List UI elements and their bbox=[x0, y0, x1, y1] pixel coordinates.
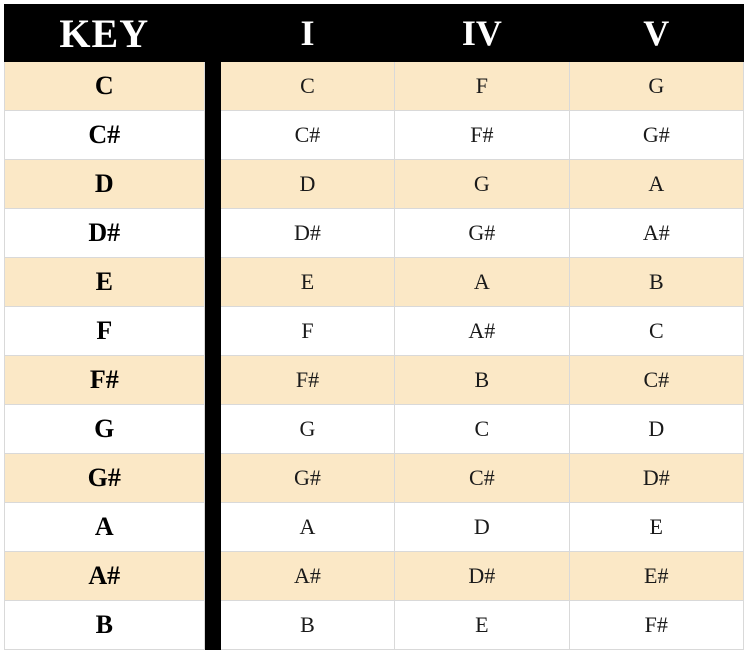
table-row: D# D# G# A# bbox=[5, 209, 744, 258]
cell-v: G# bbox=[569, 111, 743, 160]
cell-key: D bbox=[5, 160, 205, 209]
cell-key: B bbox=[5, 601, 205, 650]
col-header-key: KEY bbox=[5, 5, 205, 62]
cell-divider bbox=[204, 601, 220, 650]
cell-iv: B bbox=[395, 356, 569, 405]
table-row: G G C D bbox=[5, 405, 744, 454]
cell-i: G bbox=[220, 405, 394, 454]
cell-v: F# bbox=[569, 601, 743, 650]
cell-v: D bbox=[569, 405, 743, 454]
cell-key: A# bbox=[5, 552, 205, 601]
cell-key: F bbox=[5, 307, 205, 356]
cell-v: A bbox=[569, 160, 743, 209]
cell-iv: D bbox=[395, 503, 569, 552]
cell-iv: E bbox=[395, 601, 569, 650]
cell-divider bbox=[204, 307, 220, 356]
cell-v: E bbox=[569, 503, 743, 552]
cell-key: F# bbox=[5, 356, 205, 405]
col-header-iv: IV bbox=[395, 5, 569, 62]
cell-divider bbox=[204, 160, 220, 209]
cell-i: B bbox=[220, 601, 394, 650]
table-row: G# G# C# D# bbox=[5, 454, 744, 503]
cell-key: C# bbox=[5, 111, 205, 160]
table-row: F# F# B C# bbox=[5, 356, 744, 405]
cell-i: A bbox=[220, 503, 394, 552]
cell-v: E# bbox=[569, 552, 743, 601]
cell-iv: C# bbox=[395, 454, 569, 503]
table-row: C# C# F# G# bbox=[5, 111, 744, 160]
cell-v: C bbox=[569, 307, 743, 356]
cell-divider bbox=[204, 111, 220, 160]
cell-key: E bbox=[5, 258, 205, 307]
cell-iv: G bbox=[395, 160, 569, 209]
col-header-v: V bbox=[569, 5, 743, 62]
cell-iv: C bbox=[395, 405, 569, 454]
cell-v: G bbox=[569, 62, 743, 111]
cell-key: A bbox=[5, 503, 205, 552]
cell-iv: F bbox=[395, 62, 569, 111]
cell-divider bbox=[204, 454, 220, 503]
cell-i: F# bbox=[220, 356, 394, 405]
cell-key: G bbox=[5, 405, 205, 454]
table-header: KEY I IV V bbox=[5, 5, 744, 62]
cell-iv: A# bbox=[395, 307, 569, 356]
cell-iv: A bbox=[395, 258, 569, 307]
table-row: C C F G bbox=[5, 62, 744, 111]
cell-v: A# bbox=[569, 209, 743, 258]
cell-i: E bbox=[220, 258, 394, 307]
table-row: B B E F# bbox=[5, 601, 744, 650]
cell-i: D# bbox=[220, 209, 394, 258]
cell-i: G# bbox=[220, 454, 394, 503]
cell-i: F bbox=[220, 307, 394, 356]
cell-divider bbox=[204, 552, 220, 601]
cell-i: C bbox=[220, 62, 394, 111]
table-row: A# A# D# E# bbox=[5, 552, 744, 601]
cell-i: A# bbox=[220, 552, 394, 601]
cell-key: D# bbox=[5, 209, 205, 258]
cell-i: C# bbox=[220, 111, 394, 160]
cell-iv: F# bbox=[395, 111, 569, 160]
cell-v: B bbox=[569, 258, 743, 307]
cell-v: D# bbox=[569, 454, 743, 503]
cell-divider bbox=[204, 503, 220, 552]
table-body: C C F G C# C# F# G# D D G A D# bbox=[5, 62, 744, 650]
cell-divider bbox=[204, 356, 220, 405]
table-row: A A D E bbox=[5, 503, 744, 552]
col-divider bbox=[204, 5, 220, 62]
chord-key-table-container: KEY I IV V C C F G C# C# F# G# bbox=[0, 0, 748, 654]
cell-i: D bbox=[220, 160, 394, 209]
cell-iv: D# bbox=[395, 552, 569, 601]
cell-divider bbox=[204, 62, 220, 111]
table-row: E E A B bbox=[5, 258, 744, 307]
cell-v: C# bbox=[569, 356, 743, 405]
table-row: F F A# C bbox=[5, 307, 744, 356]
cell-divider bbox=[204, 405, 220, 454]
cell-key: G# bbox=[5, 454, 205, 503]
cell-divider bbox=[204, 209, 220, 258]
cell-key: C bbox=[5, 62, 205, 111]
cell-iv: G# bbox=[395, 209, 569, 258]
col-header-i: I bbox=[220, 5, 394, 62]
table-row: D D G A bbox=[5, 160, 744, 209]
chord-key-table: KEY I IV V C C F G C# C# F# G# bbox=[4, 4, 744, 650]
cell-divider bbox=[204, 258, 220, 307]
